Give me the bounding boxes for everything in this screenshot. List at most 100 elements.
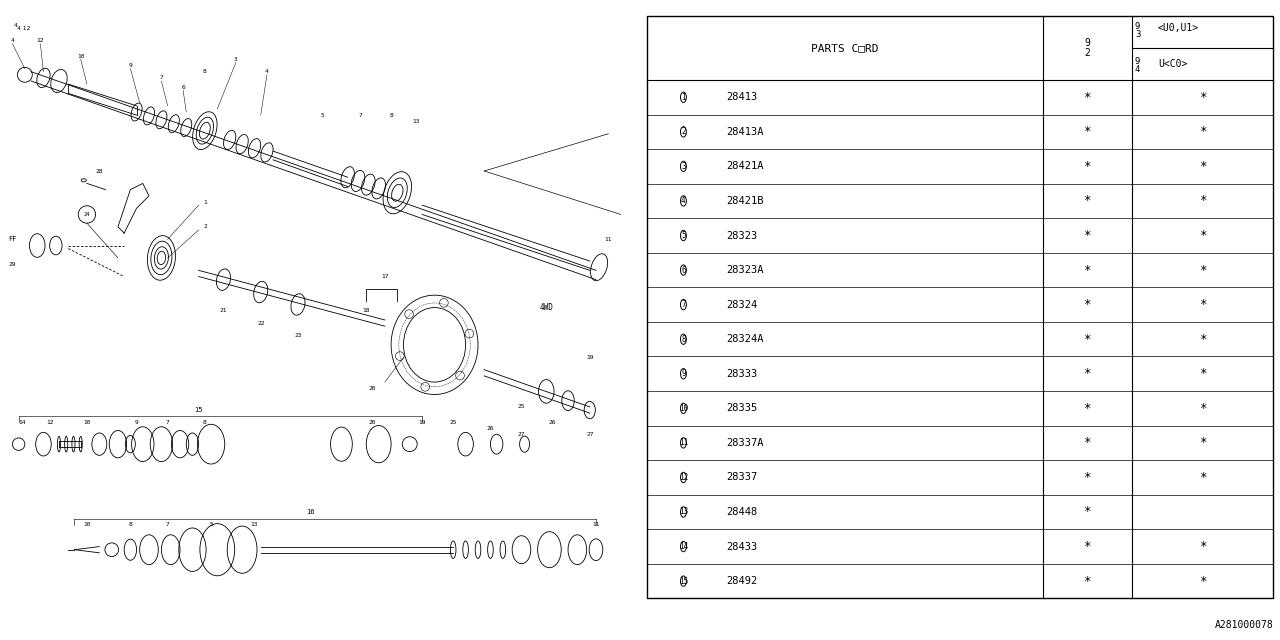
- Text: 19: 19: [586, 355, 594, 360]
- Text: *: *: [1199, 333, 1206, 346]
- Text: 12: 12: [678, 473, 689, 482]
- Text: 15: 15: [678, 577, 689, 586]
- Text: *: *: [1199, 125, 1206, 138]
- Text: 27: 27: [586, 433, 594, 437]
- Text: 8: 8: [389, 113, 393, 118]
- Text: *: *: [1199, 575, 1206, 588]
- Text: 5: 5: [681, 231, 686, 240]
- Text: 3: 3: [681, 162, 686, 171]
- Text: 28421A: 28421A: [726, 161, 764, 172]
- Text: 21: 21: [220, 308, 228, 313]
- Text: 2: 2: [204, 225, 207, 229]
- Text: *: *: [1199, 195, 1206, 207]
- Text: 10: 10: [77, 54, 84, 59]
- Text: FF: FF: [8, 236, 17, 243]
- Text: 4: 4: [681, 196, 686, 205]
- Text: *: *: [1083, 229, 1091, 242]
- Text: 16: 16: [306, 509, 315, 515]
- Text: PARTS C□RD: PARTS C□RD: [812, 43, 878, 53]
- Text: *: *: [1083, 125, 1091, 138]
- Text: 22: 22: [257, 321, 265, 326]
- Text: 14: 14: [678, 542, 689, 551]
- Text: 28337A: 28337A: [726, 438, 764, 448]
- Text: A281000078: A281000078: [1215, 620, 1274, 630]
- Text: 6: 6: [681, 266, 686, 275]
- Text: 8: 8: [204, 69, 207, 74]
- Text: 28492: 28492: [726, 576, 758, 586]
- Text: 8: 8: [128, 522, 132, 527]
- Text: 28323: 28323: [726, 230, 758, 241]
- Text: 28335: 28335: [726, 403, 758, 413]
- Text: *: *: [1199, 91, 1206, 104]
- Text: *: *: [1083, 506, 1091, 518]
- Text: *: *: [1199, 471, 1206, 484]
- Text: *: *: [1199, 264, 1206, 276]
- Text: 2: 2: [681, 127, 686, 136]
- Text: 4: 4: [17, 26, 20, 31]
- Text: 9: 9: [681, 369, 686, 378]
- Text: 28324: 28324: [726, 300, 758, 310]
- Text: 25: 25: [449, 420, 457, 425]
- Text: 12: 12: [46, 420, 54, 425]
- Text: *: *: [1083, 471, 1091, 484]
- Text: 17: 17: [381, 274, 389, 279]
- Text: 4: 4: [265, 69, 269, 74]
- Text: 28333: 28333: [726, 369, 758, 379]
- Text: 13: 13: [412, 119, 420, 124]
- Text: *: *: [1083, 264, 1091, 276]
- Text: 19: 19: [419, 420, 426, 425]
- Text: 7: 7: [358, 113, 362, 118]
- Text: 10: 10: [678, 404, 689, 413]
- Text: 3: 3: [234, 57, 238, 62]
- Text: 28413: 28413: [726, 92, 758, 102]
- Text: *: *: [1083, 91, 1091, 104]
- Text: 5: 5: [321, 113, 325, 118]
- Text: *: *: [1199, 298, 1206, 311]
- Text: 4: 4: [10, 38, 14, 43]
- Text: 11: 11: [593, 522, 600, 527]
- Text: 8: 8: [681, 335, 686, 344]
- Text: 11: 11: [604, 237, 612, 242]
- Text: *: *: [1199, 540, 1206, 553]
- Text: *: *: [1083, 298, 1091, 311]
- Text: 12: 12: [37, 38, 44, 43]
- Text: 23: 23: [294, 333, 302, 338]
- Text: 9
4: 9 4: [1135, 58, 1140, 74]
- Text: 28337: 28337: [726, 472, 758, 483]
- Text: 18: 18: [362, 308, 370, 313]
- Text: *: *: [1083, 333, 1091, 346]
- Text: 28448: 28448: [726, 507, 758, 517]
- Text: *: *: [1083, 436, 1091, 449]
- Text: 20: 20: [369, 420, 376, 425]
- Text: 26: 26: [486, 426, 494, 431]
- Text: 4WD: 4WD: [539, 303, 553, 312]
- Text: 24: 24: [83, 212, 90, 217]
- Text: 25: 25: [517, 404, 525, 410]
- Text: 8: 8: [204, 420, 207, 425]
- Text: 9: 9: [128, 63, 132, 68]
- Text: 1: 1: [204, 200, 207, 205]
- Text: 26: 26: [549, 420, 557, 425]
- Text: *: *: [1083, 540, 1091, 553]
- Text: 28433: 28433: [726, 541, 758, 552]
- Text: U<C0>: U<C0>: [1158, 59, 1188, 69]
- Text: 10: 10: [83, 522, 91, 527]
- Text: 4: 4: [14, 22, 18, 28]
- Text: 1: 1: [681, 93, 686, 102]
- Text: 28323A: 28323A: [726, 265, 764, 275]
- Text: 28421B: 28421B: [726, 196, 764, 206]
- Text: 12: 12: [19, 26, 29, 31]
- Text: *: *: [1199, 402, 1206, 415]
- Text: 14: 14: [18, 420, 26, 425]
- Text: 13: 13: [678, 508, 689, 516]
- Text: *: *: [1199, 229, 1206, 242]
- Text: *: *: [1199, 160, 1206, 173]
- Text: *: *: [1083, 195, 1091, 207]
- Text: 11: 11: [678, 438, 689, 447]
- Text: 9
3: 9 3: [1135, 22, 1140, 38]
- Text: <U0,U1>: <U0,U1>: [1158, 22, 1199, 33]
- Text: 6: 6: [182, 84, 186, 90]
- Text: *: *: [1083, 160, 1091, 173]
- Text: 7: 7: [681, 300, 686, 309]
- Text: *: *: [1083, 367, 1091, 380]
